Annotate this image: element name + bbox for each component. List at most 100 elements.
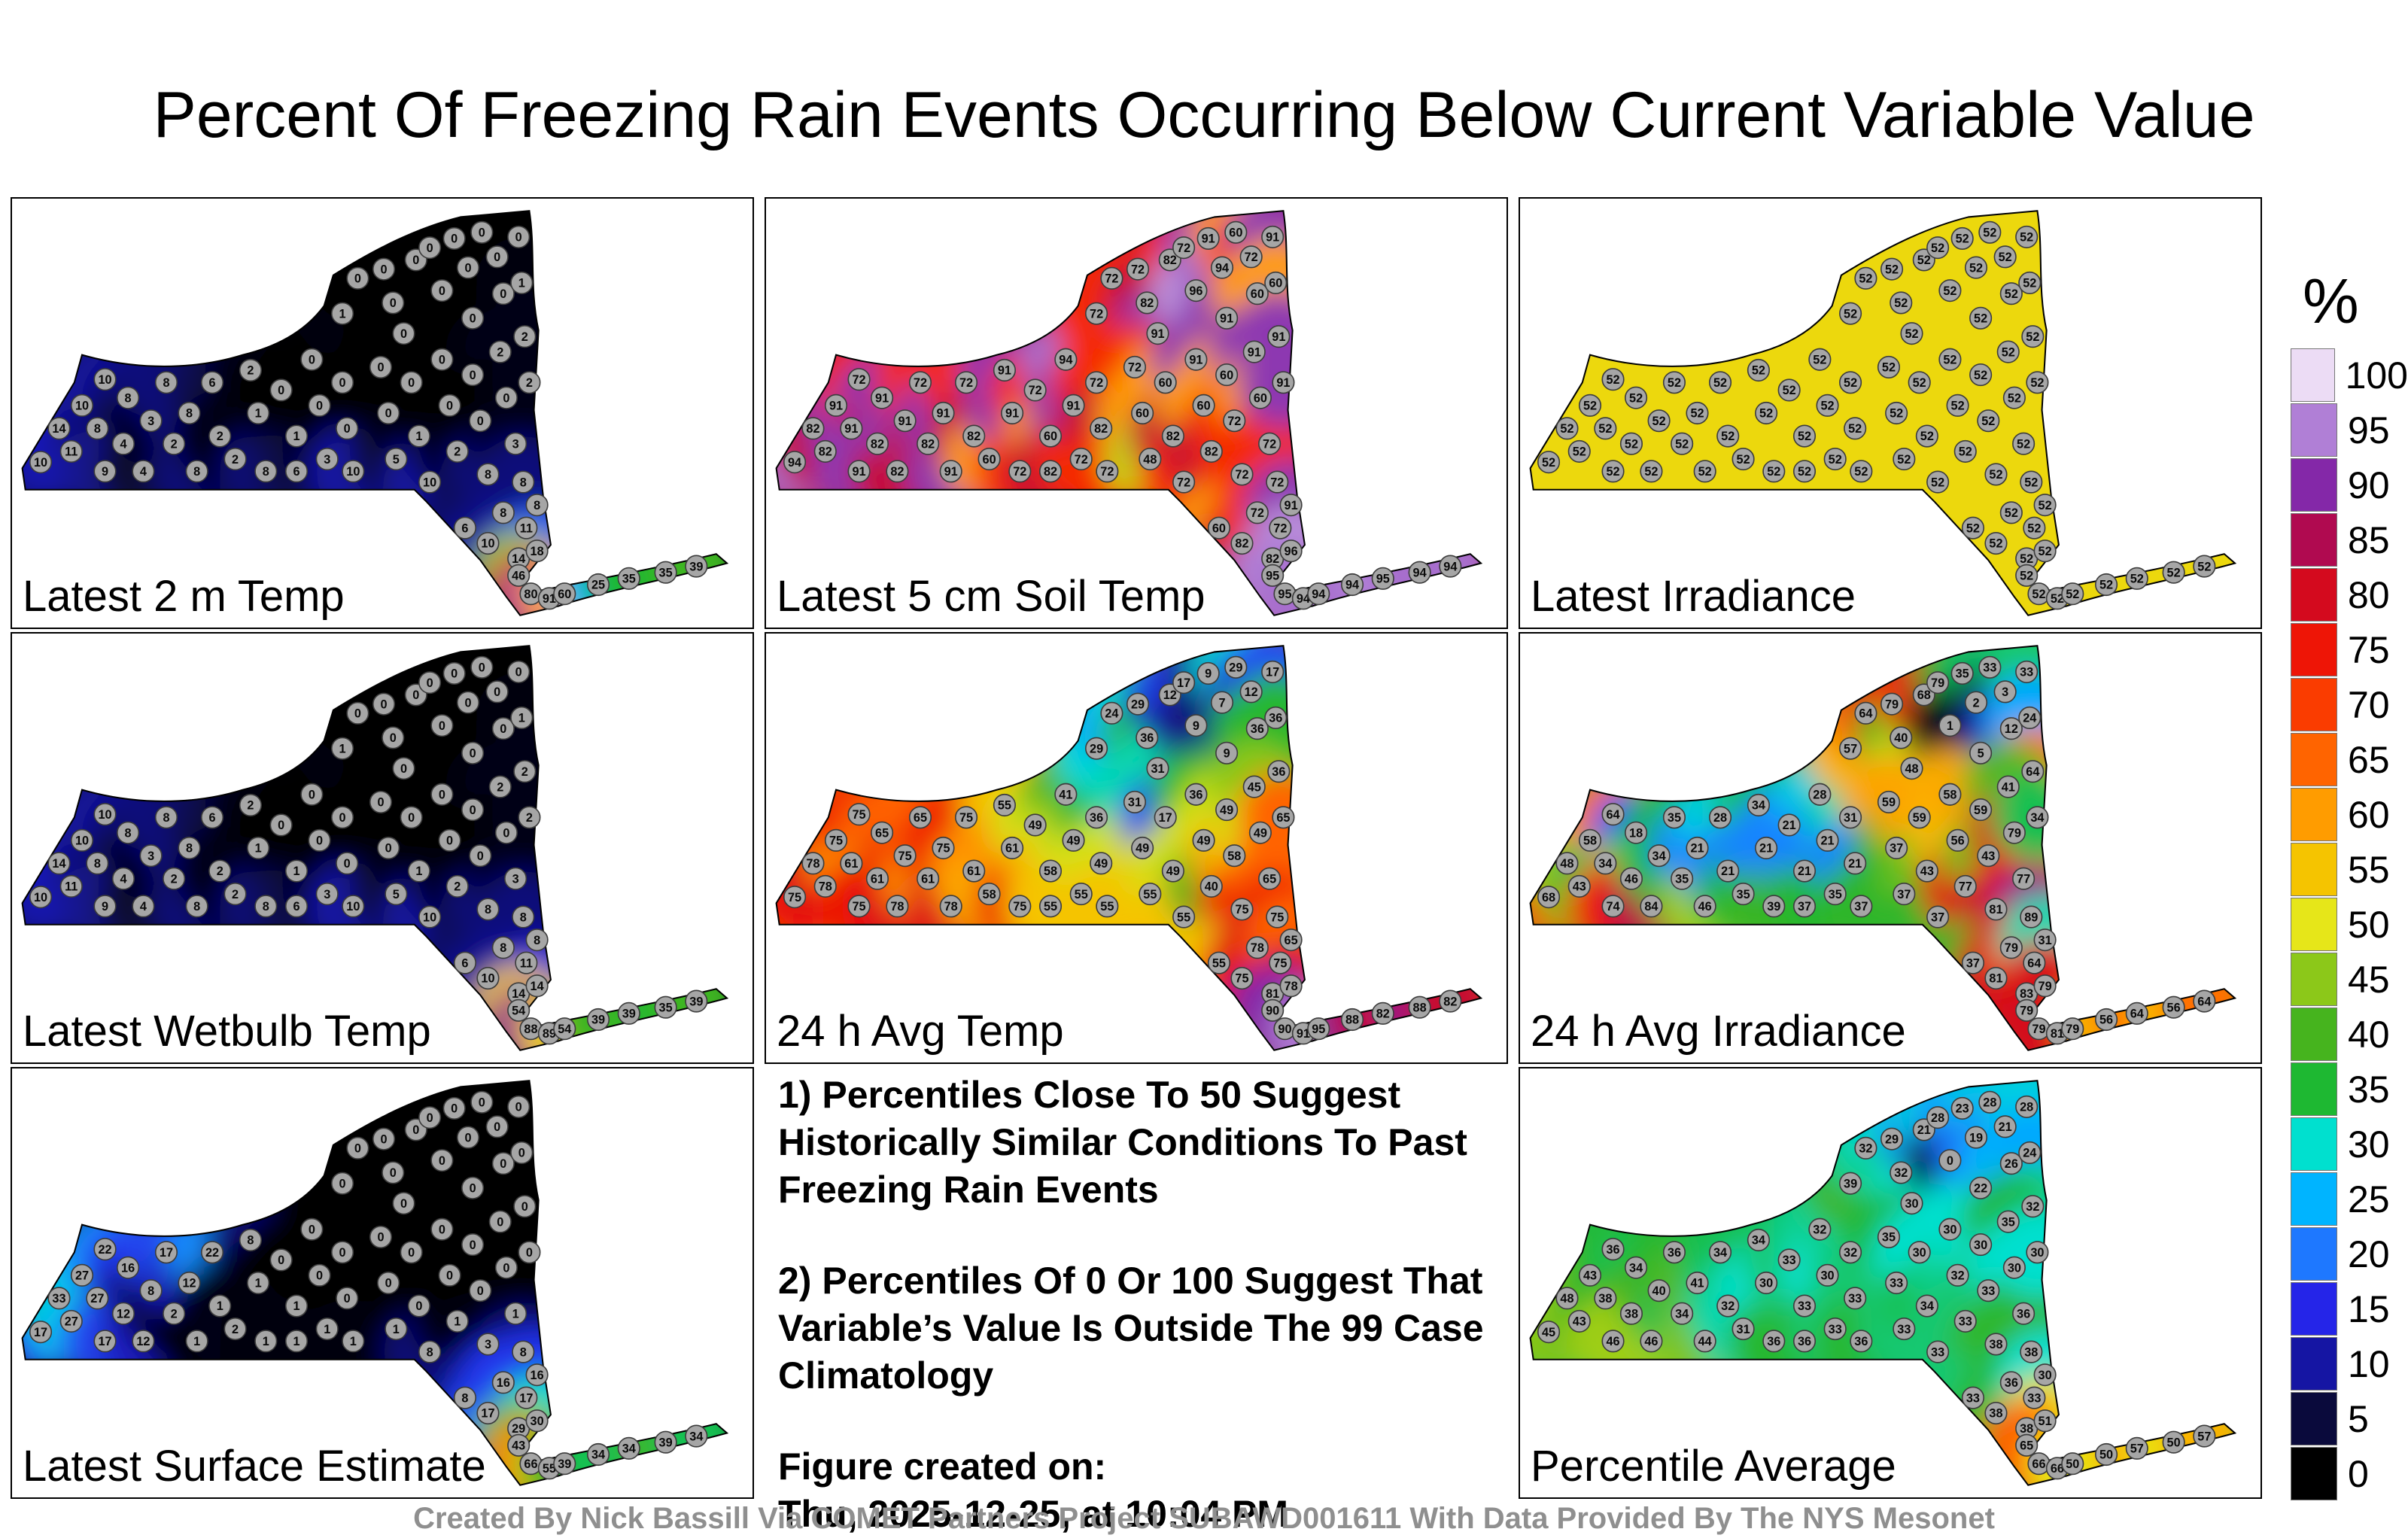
svg-text:0: 0	[494, 1120, 500, 1134]
station-marker: 0	[369, 790, 393, 813]
colorbar-tick-50: 50	[2291, 898, 2408, 951]
svg-text:17: 17	[519, 1391, 533, 1405]
station-marker: 0	[269, 1248, 293, 1272]
station-marker: 64	[1854, 701, 1877, 725]
station-marker: 58	[1038, 859, 1063, 883]
svg-text:10: 10	[423, 476, 436, 489]
svg-text:0: 0	[464, 696, 471, 710]
station-marker: 52	[1792, 424, 1817, 448]
station-marker: 32	[1890, 1161, 1913, 1184]
svg-text:60: 60	[983, 453, 996, 467]
station-marker: 37	[1961, 951, 1984, 974]
svg-text:0: 0	[339, 1246, 346, 1260]
station-marker: 28	[1808, 783, 1832, 806]
svg-text:36: 36	[1606, 1243, 1619, 1257]
station-marker: 29	[1880, 1127, 1904, 1150]
svg-text:0: 0	[451, 667, 458, 681]
station-marker: 8	[86, 417, 109, 440]
station-marker: 21	[1716, 859, 1740, 883]
station-marker: 75	[1008, 895, 1032, 918]
svg-text:82: 82	[1163, 254, 1177, 267]
station-marker: 11	[515, 516, 538, 540]
station-marker: 52	[2125, 567, 2148, 590]
station-marker: 82	[1439, 989, 1462, 1013]
station-marker: 48	[1555, 852, 1579, 875]
svg-text:4: 4	[140, 465, 147, 479]
station-marker: 34	[1915, 1294, 1938, 1318]
svg-text:82: 82	[890, 465, 904, 479]
station-marker: 0	[377, 1271, 400, 1295]
station-marker: 78	[886, 895, 909, 918]
svg-text:35: 35	[1668, 811, 1681, 825]
station-marker: 32	[1716, 1294, 1740, 1318]
station-marker: 0	[392, 1192, 415, 1215]
svg-text:55: 55	[1100, 900, 1114, 913]
station-marker: 38	[1594, 1287, 1617, 1310]
colorbar-tick-label: 15	[2348, 1287, 2390, 1330]
svg-text:79: 79	[2008, 826, 2021, 840]
station-marker: 72	[1085, 371, 1108, 394]
svg-text:3: 3	[147, 850, 154, 863]
station-marker: 33	[1961, 1386, 1984, 1409]
svg-text:52: 52	[2002, 345, 2015, 359]
station-marker: 34	[1647, 844, 1671, 868]
panel-24-h-avg-temp: 75 78 75 78 61 75 65 61 75 78 75 65 61 75 78 75 61 58 55 61…	[765, 632, 1508, 1064]
svg-text:0: 0	[427, 1111, 433, 1125]
svg-text:91: 91	[898, 415, 912, 428]
station-marker: 75	[1230, 966, 1254, 990]
svg-text:0: 0	[503, 391, 509, 405]
station-marker: 81	[1984, 898, 2008, 921]
svg-text:16: 16	[497, 1376, 510, 1390]
colorbar-tick-90: 90	[2291, 458, 2408, 512]
station-marker: 72	[908, 371, 932, 394]
station-marker: 39	[553, 1452, 576, 1476]
station-marker: 36	[1792, 1330, 1817, 1353]
svg-text:88: 88	[1413, 1001, 1427, 1014]
svg-text:52: 52	[1974, 369, 1987, 382]
station-marker: 82	[1090, 417, 1113, 440]
svg-text:0: 0	[377, 361, 384, 375]
svg-text:8: 8	[186, 407, 193, 421]
svg-text:24: 24	[2023, 712, 2036, 725]
station-marker: 0	[491, 282, 515, 305]
svg-text:72: 72	[1075, 453, 1088, 467]
panel-latest-irradiance: 52 52 52 52 52 52 52 52 52 52 52 52 52 52 52 52 52 52 52 52…	[1519, 197, 2262, 629]
svg-text:52: 52	[1721, 430, 1735, 443]
station-marker: 65	[1279, 929, 1303, 952]
station-marker: 0	[369, 355, 393, 378]
colorbar-tick-label: 75	[2348, 628, 2390, 671]
station-marker: 0	[513, 1195, 537, 1218]
station-marker: 52	[1950, 226, 1974, 250]
svg-text:0: 0	[521, 1200, 528, 1214]
svg-text:1: 1	[518, 712, 525, 725]
station-marker: 35	[617, 567, 640, 590]
station-marker: 6	[453, 516, 476, 540]
panel-latest-wetbulb-temp: 10 14 10 11 8 10 8 4 9 4 3 8 2 8 8 6 2 2 2 1 8 0 1 6 0 0 3 0 0 10 1 0 0 0…	[11, 632, 754, 1064]
svg-text:0: 0	[503, 826, 509, 840]
svg-text:32: 32	[1813, 1223, 1826, 1236]
colorbar-swatch	[2291, 1392, 2337, 1445]
svg-text:4: 4	[120, 872, 126, 886]
station-marker: 0	[269, 813, 293, 837]
colorbar-tick-label: 10	[2348, 1342, 2390, 1385]
svg-text:0: 0	[494, 251, 500, 264]
svg-text:21: 21	[1783, 819, 1796, 832]
station-marker: 10	[476, 966, 500, 990]
station-marker: 0	[300, 348, 324, 371]
svg-text:43: 43	[1583, 1269, 1597, 1283]
svg-text:9: 9	[1205, 667, 1212, 681]
svg-text:0: 0	[412, 254, 419, 267]
svg-text:0: 0	[385, 842, 392, 856]
svg-text:94: 94	[1312, 588, 1325, 601]
station-marker: 30	[1969, 1233, 1993, 1257]
station-marker: 68	[1537, 886, 1561, 909]
svg-text:52: 52	[2024, 476, 2038, 489]
svg-text:75: 75	[959, 811, 973, 825]
station-marker: 43	[1567, 1309, 1591, 1333]
station-marker: 3	[139, 409, 163, 433]
colorbar-tick-label: 100	[2345, 354, 2408, 397]
svg-text:78: 78	[806, 857, 819, 871]
station-marker: 3	[504, 867, 528, 890]
station-marker: 75	[847, 803, 871, 826]
